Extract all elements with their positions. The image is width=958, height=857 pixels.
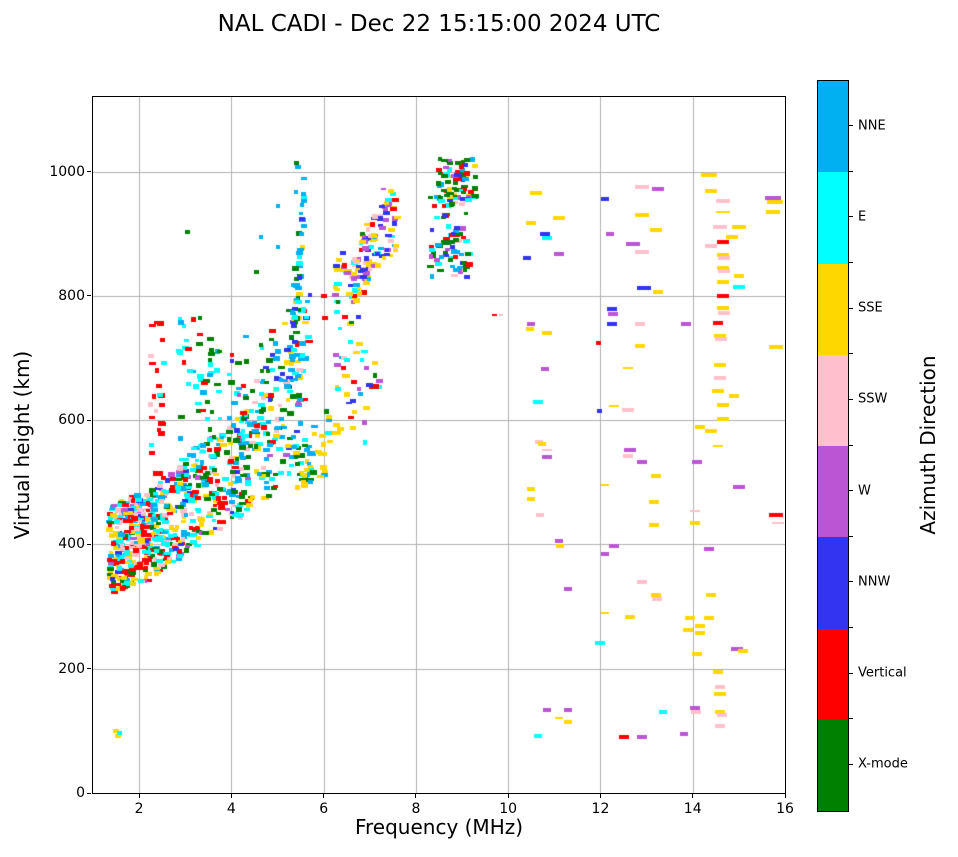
colorbar-tick-label: E (858, 209, 867, 225)
colorbar-tick-mark (849, 125, 853, 127)
x-tick-label: 4 (226, 801, 236, 817)
x-tick-mark (507, 794, 509, 798)
colorbar-tick-mark (849, 581, 853, 583)
x-tick-mark (230, 794, 232, 798)
y-axis-label: Virtual height (km) (10, 350, 34, 540)
x-tick-mark (323, 794, 325, 798)
colorbar-segment-w (818, 446, 848, 538)
colorbar-label: Azimuth Direction (916, 355, 940, 535)
x-tick-mark (784, 794, 786, 798)
colorbar-segment-e (818, 172, 848, 264)
colorbar-boundary-tick (849, 627, 853, 628)
y-tick-mark (87, 295, 91, 297)
y-tick-label: 600 (58, 412, 85, 429)
colorbar-segment-nne (818, 81, 848, 173)
colorbar-tick-mark (849, 672, 853, 674)
colorbar-tick-label: W (858, 483, 871, 499)
y-tick-mark (87, 419, 91, 421)
colorbar-segment-sse (818, 263, 848, 355)
x-tick-label: 16 (776, 801, 794, 817)
plot-canvas (93, 97, 785, 793)
colorbar-tick-mark (849, 763, 853, 765)
colorbar-tick-mark (849, 307, 853, 309)
x-tick-label: 6 (319, 801, 329, 817)
y-tick-label: 1000 (49, 163, 85, 180)
colorbar-tick-mark (849, 490, 853, 492)
colorbar-tick-label: SSW (858, 391, 888, 407)
y-tick-label: 0 (76, 785, 85, 801)
y-tick-mark (87, 543, 91, 545)
colorbar-boundary-tick (849, 170, 853, 172)
colorbar-boundary-tick (849, 718, 853, 720)
x-tick-mark (692, 794, 694, 798)
x-axis-label: Frequency (MHz) (354, 815, 524, 839)
chart-title: NAL CADI - Dec 22 15:15:00 2024 UTC (217, 11, 661, 37)
colorbar-tick-label: Vertical (858, 665, 907, 681)
colorbar-tick-label: SSE (858, 300, 883, 316)
colorbar-tick-label: NNE (858, 118, 886, 134)
y-tick-mark (87, 668, 91, 670)
x-tick-label: 2 (134, 801, 144, 817)
x-tick-label: 10 (499, 801, 518, 817)
x-tick-mark (138, 794, 140, 798)
colorbar-boundary-tick (849, 444, 853, 446)
x-tick-label: 8 (411, 801, 421, 817)
y-tick-label: 800 (58, 287, 85, 304)
colorbar-segment-ssw (818, 354, 848, 446)
colorbar-boundary-tick (849, 353, 853, 355)
y-tick-mark (87, 792, 91, 794)
colorbar-boundary-tick (849, 535, 853, 537)
x-tick-mark (599, 794, 601, 798)
colorbar-tick-label: NNW (858, 574, 891, 590)
x-tick-label: 14 (683, 801, 702, 817)
colorbar-segment-x-mode (818, 719, 848, 811)
colorbar-tick-label: X-mode (858, 756, 908, 772)
colorbar-tick-mark (849, 398, 853, 400)
y-tick-label: 400 (58, 536, 85, 553)
y-tick-label: 200 (58, 660, 85, 677)
colorbar-segment-vertical (818, 628, 848, 720)
x-tick-label: 12 (591, 801, 610, 817)
y-tick-mark (87, 171, 91, 173)
colorbar (817, 80, 849, 812)
colorbar-tick-mark (849, 216, 853, 218)
colorbar-boundary-tick (849, 262, 853, 263)
x-tick-mark (415, 794, 417, 798)
colorbar-segment-nnw (818, 537, 848, 629)
